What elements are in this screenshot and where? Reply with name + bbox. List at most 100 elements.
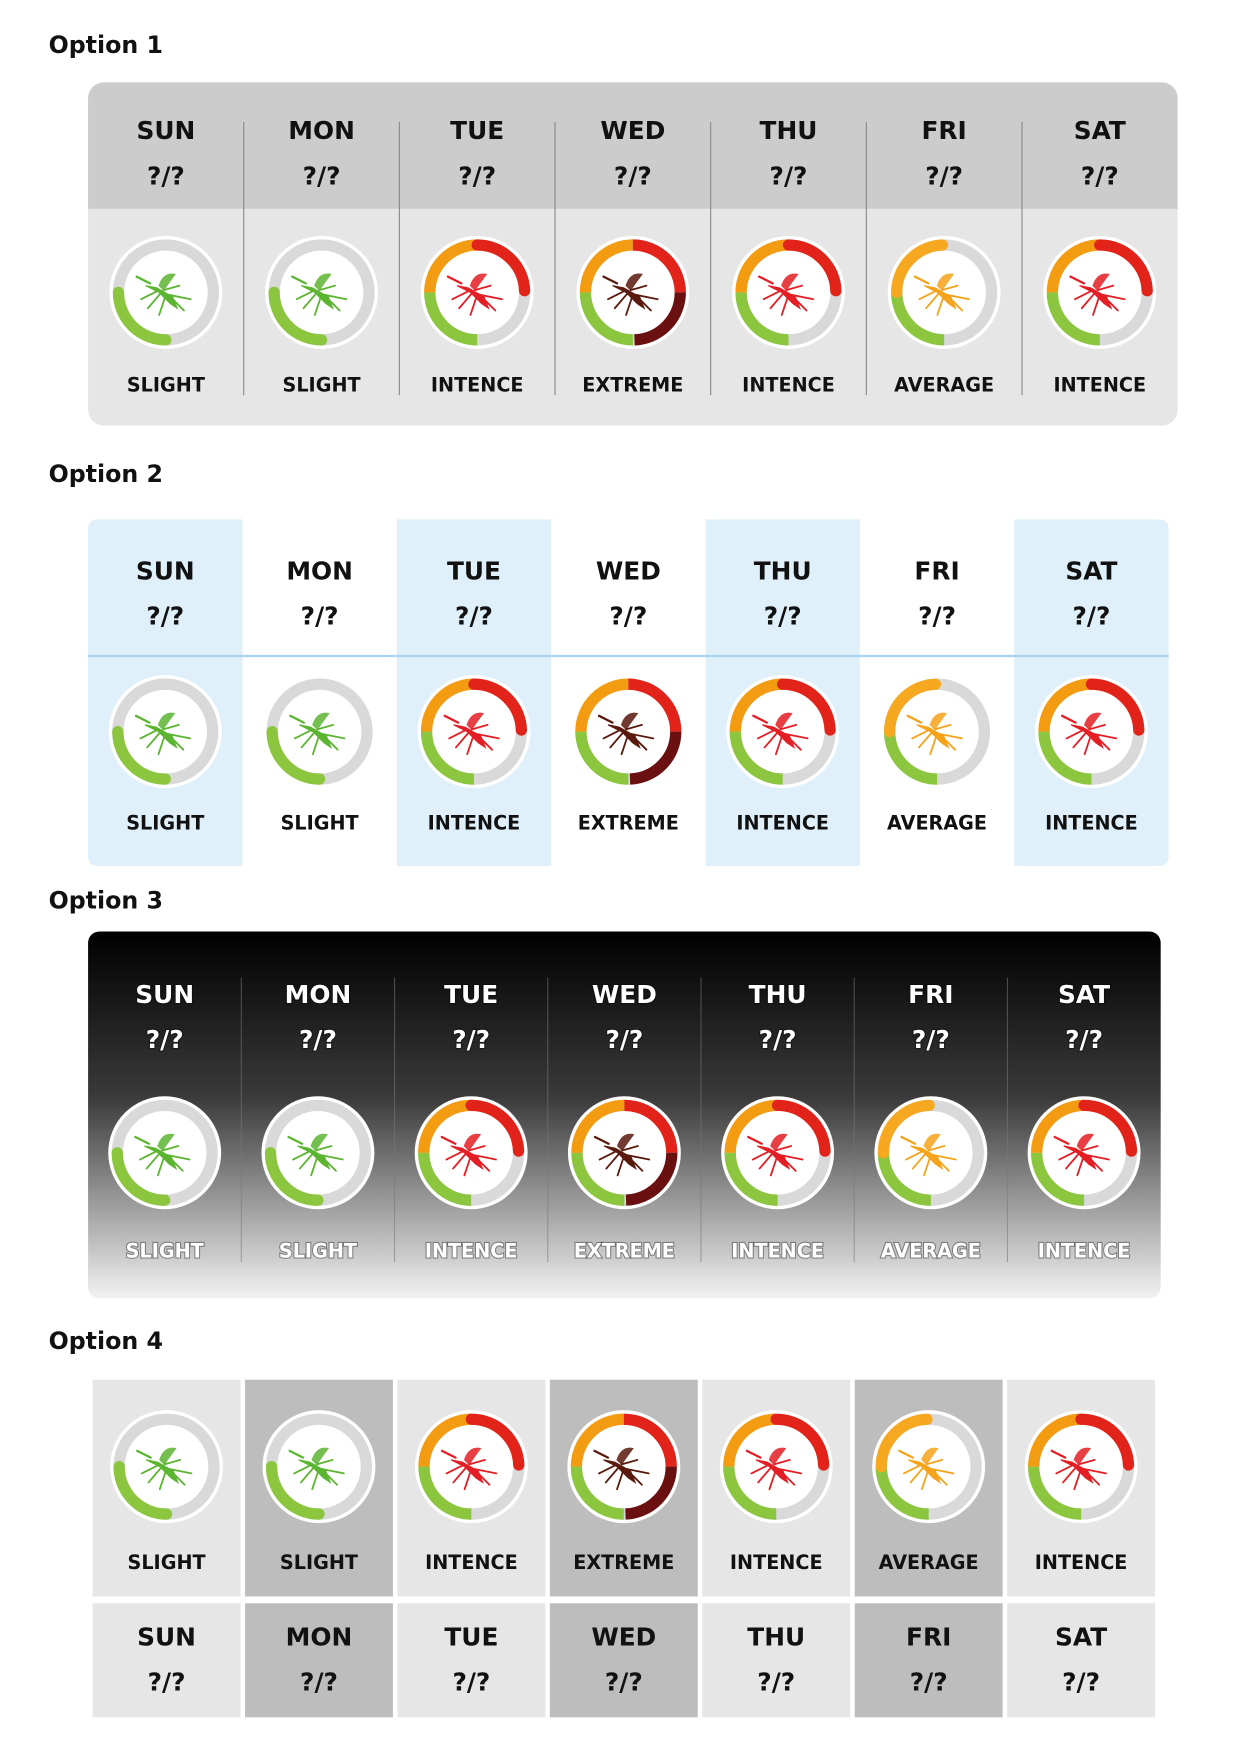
mosquito-head — [1050, 1449, 1067, 1459]
gauge-arc — [724, 1152, 778, 1206]
risk-level: SLIGHT — [283, 374, 361, 397]
risk-gauge — [414, 1410, 528, 1524]
mosquito-head — [135, 275, 152, 285]
mosquito-body — [1070, 724, 1104, 749]
mosquito-body — [1079, 285, 1113, 310]
day-name: THU — [747, 1622, 805, 1651]
gauge-arc — [735, 292, 789, 346]
cell-bottom — [92, 1603, 241, 1718]
mosquito-wing — [616, 1133, 635, 1152]
mosquito-body — [916, 724, 950, 749]
day-date: ?/? — [757, 1667, 795, 1696]
day-name: WED — [592, 980, 657, 1009]
risk-gauge — [1024, 1410, 1138, 1524]
day-name: WED — [591, 1622, 656, 1651]
risk-level: SLIGHT — [280, 1551, 358, 1574]
gauge-arc — [777, 678, 836, 736]
mosquito-legs — [292, 1145, 344, 1177]
mosquito-icon — [291, 273, 348, 316]
mosquito-wing — [936, 273, 955, 292]
mosquito-icon — [287, 1133, 344, 1177]
risk-level: INTENCE — [731, 1240, 824, 1263]
mosquito-icon — [913, 273, 970, 316]
gauge-arc — [265, 1460, 325, 1520]
mosquito-head — [134, 714, 151, 724]
mosquito-legs — [1058, 1145, 1110, 1177]
day-name: SUN — [136, 556, 195, 585]
mosquito-head — [440, 1449, 457, 1459]
mosquito-legs — [598, 1458, 650, 1491]
gauge-arc — [625, 1466, 677, 1520]
mosquito-wing — [923, 1133, 941, 1152]
gauge-arc — [575, 731, 629, 785]
day-date: ?/? — [609, 602, 647, 631]
gauge-arc — [579, 292, 634, 346]
mosquito-wing — [625, 273, 643, 292]
gauge-arc — [1075, 1413, 1135, 1471]
gauge-arc — [266, 725, 326, 785]
day-date: ?/? — [605, 1025, 643, 1054]
day-name: THU — [754, 556, 812, 585]
mosquito-legs — [445, 1458, 498, 1491]
mosquito-wing — [1076, 1133, 1095, 1152]
mosquito-legs — [762, 284, 815, 316]
day-date: ?/? — [452, 1025, 490, 1054]
risk-gauge — [1027, 1096, 1141, 1210]
gauge-arc — [420, 731, 475, 785]
day-date: ?/? — [300, 1667, 338, 1696]
risk-gauge — [726, 675, 840, 789]
day-name: WED — [596, 556, 661, 585]
risk-level: INTENCE — [425, 1240, 518, 1263]
mosquito-icon — [1050, 1447, 1107, 1491]
mosquito-icon — [745, 1447, 802, 1491]
mosquito-head — [1069, 275, 1086, 285]
mosquito-wing — [620, 712, 639, 731]
cell-bottom — [397, 1603, 546, 1718]
day-name: FRI — [914, 556, 959, 585]
day-name: TUE — [444, 1622, 498, 1651]
day-date: ?/? — [452, 1667, 490, 1696]
gauge-arc — [113, 1460, 173, 1520]
mosquito-legs — [911, 723, 963, 756]
mosquito-body — [762, 724, 796, 749]
risk-level: SLIGHT — [127, 374, 205, 397]
gauge-arc — [891, 239, 949, 299]
risk-gauge — [110, 1410, 224, 1524]
risk-level: SLIGHT — [281, 812, 359, 835]
risk-gauge — [719, 1410, 833, 1524]
risk-gauge — [265, 235, 379, 349]
risk-level: SLIGHT — [126, 812, 204, 835]
mosquito-head — [752, 714, 769, 724]
gauge-arc — [877, 1152, 932, 1206]
mosquito-body — [607, 724, 641, 749]
day-name: SAT — [1055, 1622, 1107, 1651]
risk-gauge — [567, 1410, 681, 1524]
mosquito-wing — [158, 273, 176, 292]
mosquito-wing — [463, 1133, 482, 1152]
risk-level: INTENCE — [1038, 1240, 1131, 1263]
mosquito-legs — [751, 1145, 804, 1177]
day-date: ?/? — [605, 1667, 643, 1696]
mosquito-legs — [756, 723, 809, 756]
gauge-arc — [875, 1466, 929, 1520]
gauge-arc — [465, 1099, 525, 1157]
mosquito-icon — [288, 1447, 345, 1491]
day-name: SUN — [135, 980, 194, 1009]
mosquito-head — [136, 1449, 152, 1459]
day-date: ?/? — [1062, 1667, 1100, 1696]
risk-gauge — [721, 1096, 835, 1210]
mosquito-icon — [602, 273, 659, 316]
mosquito-body — [603, 1459, 637, 1484]
mosquito-legs — [902, 1458, 955, 1491]
mosquito-body — [145, 1459, 180, 1484]
mosquito-head — [1060, 714, 1077, 724]
mosquito-legs — [905, 1145, 957, 1177]
mosquito-body — [453, 724, 487, 749]
gauge-arc — [771, 1099, 831, 1157]
mosquito-head — [593, 1449, 610, 1459]
gauge-arc — [465, 1413, 525, 1471]
mosquito-body — [612, 285, 646, 310]
mosquito-head — [913, 275, 930, 285]
risk-level: AVERAGE — [879, 1551, 979, 1574]
